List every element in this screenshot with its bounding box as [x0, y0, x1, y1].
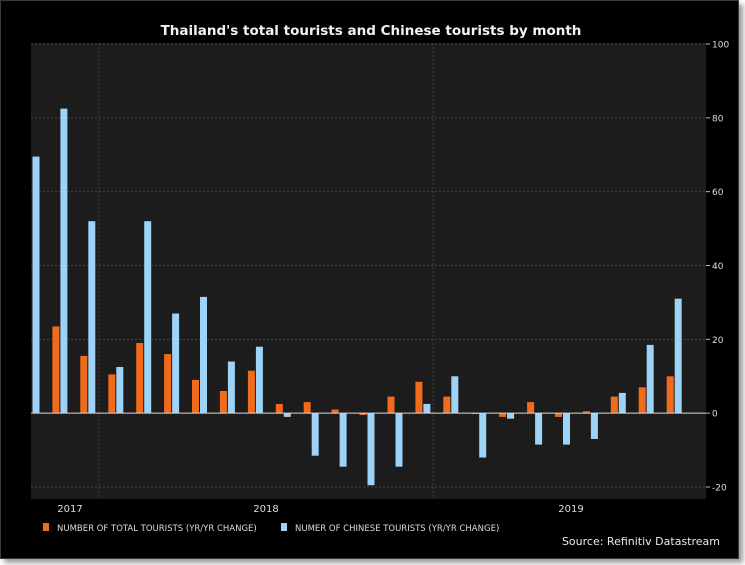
bar-chinese-14	[423, 403, 431, 414]
legend-label-total: NUMBER OF TOTAL TOURISTS (YR/YR CHANGE)	[57, 524, 257, 534]
bar-chinese-8	[255, 346, 263, 414]
bar-chinese-17	[507, 413, 515, 419]
legend-swatch-chinese	[281, 523, 287, 531]
bar-chinese-6	[200, 296, 207, 414]
bar-total-19	[555, 413, 562, 417]
legend-label-chinese: NUMER OF CHINESE TOURISTS (YR/YR CHANGE)	[295, 524, 499, 534]
bar-total-17	[499, 413, 507, 417]
bar-chinese-15	[451, 376, 459, 414]
bar-chinese-11	[339, 413, 347, 467]
source-note: Source: Refinitiv Datastream	[561, 535, 720, 548]
y-tick-label-60: 60	[712, 188, 724, 198]
bar-total-12	[359, 413, 367, 415]
bar-total-11	[331, 409, 339, 414]
bar-chinese-10	[311, 413, 319, 456]
bar-total-1	[52, 326, 60, 414]
bar-chinese-3	[116, 367, 124, 414]
bar-total-5	[164, 354, 172, 414]
x-label-2019: 2019	[558, 504, 583, 515]
bar-chinese-23	[674, 298, 682, 414]
bar-total-22	[638, 387, 646, 414]
bar-chinese-0	[32, 156, 40, 414]
y-tick-label-0: 0	[712, 410, 718, 420]
bar-chinese-5	[172, 313, 180, 414]
y-tick-label-40: 40	[712, 262, 724, 272]
bar-total-8	[247, 370, 255, 414]
bar-chinese-16	[479, 413, 487, 458]
x-label-2018: 2018	[253, 504, 278, 515]
bar-chinese-4	[144, 221, 152, 414]
bar-total-18	[527, 402, 535, 414]
bar-chinese-19	[563, 413, 570, 445]
bar-chinese-9	[283, 413, 291, 417]
bar-total-20	[582, 411, 590, 414]
bar-chinese-2	[88, 221, 96, 414]
y-tick-label--20: -20	[712, 484, 727, 494]
y-tick-label-100: 100	[712, 41, 729, 51]
y-tick-label-20: 20	[712, 336, 724, 346]
bar-total-10	[303, 402, 311, 414]
bar-total-23	[666, 376, 674, 414]
bar-chinese-22	[646, 344, 654, 414]
bar-total-4	[136, 343, 144, 414]
bar-chinese-12	[367, 413, 375, 486]
bar-chinese-20	[590, 413, 598, 439]
bar-chinese-13	[395, 413, 403, 467]
y-tick-label-80: 80	[712, 114, 724, 124]
bar-total-6	[192, 379, 199, 414]
bar-total-14	[415, 381, 423, 414]
chart-title: Thailand's total tourists and Chinese to…	[160, 23, 582, 39]
bar-chinese-7	[227, 361, 235, 414]
bar-total-7	[219, 391, 227, 414]
bar-total-13	[387, 396, 395, 414]
bar-chinese-18	[535, 413, 543, 445]
bar-total-15	[443, 396, 451, 414]
bar-total-21	[610, 396, 618, 414]
bar-total-9	[275, 403, 283, 414]
bar-total-3	[108, 374, 116, 414]
bar-total-2	[80, 355, 88, 414]
bar-chinese-21	[618, 392, 626, 414]
legend-swatch-total	[43, 523, 49, 531]
bar-chinese-1	[60, 108, 68, 414]
x-label-2017: 2017	[57, 504, 82, 515]
